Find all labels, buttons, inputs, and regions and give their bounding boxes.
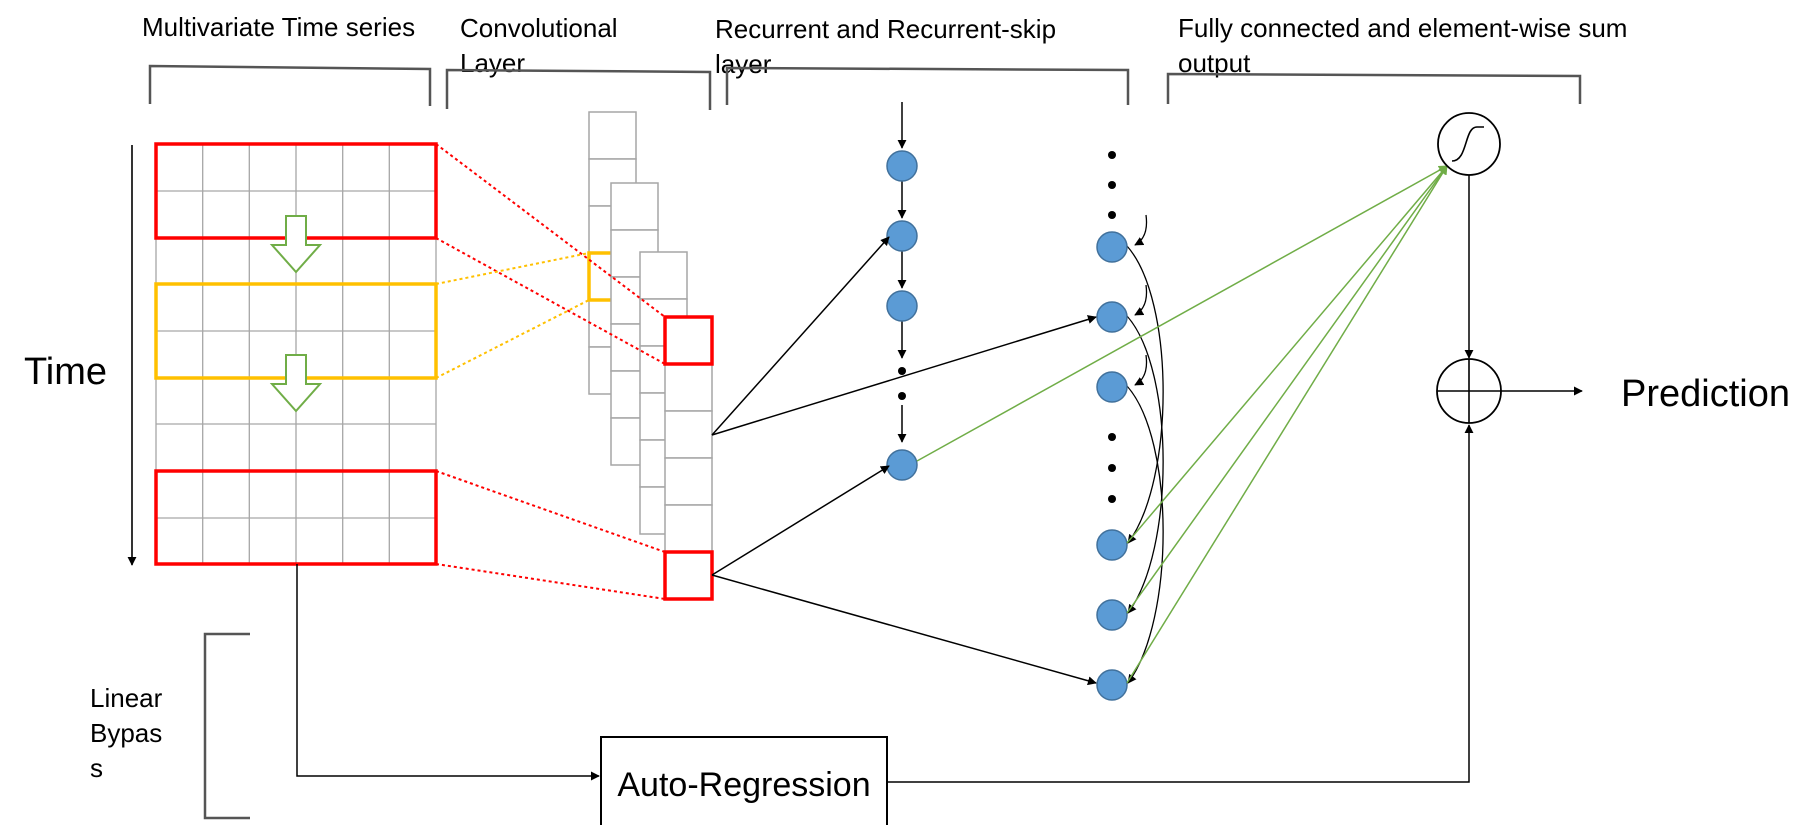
recurrent-dot <box>898 392 906 400</box>
bypass-input-arrow <box>296 564 600 781</box>
skip-node <box>1096 371 1128 403</box>
recurrent-nodes <box>886 150 918 481</box>
fully-connected-lines <box>916 165 1448 684</box>
skip-node <box>1096 529 1128 561</box>
conv-filter-stack-last <box>664 316 713 600</box>
conv-window-bottom <box>154 469 438 566</box>
section-title-output-line1: Fully connected and element-wise sum <box>1178 13 1627 43</box>
skip-links <box>1126 214 1164 684</box>
bracket-recurrent <box>725 66 1130 105</box>
section-title-input: Multivariate Time series <box>142 12 415 42</box>
skip-node <box>1096 301 1128 333</box>
recurrent-node <box>886 449 918 481</box>
skip-node <box>1096 599 1128 631</box>
skip-node <box>1096 669 1128 701</box>
section-title-conv-line1: Convolutional <box>460 13 618 43</box>
window-shift-arrow-1 <box>269 215 323 274</box>
recurrent-node <box>886 220 918 252</box>
recurrent-dot <box>898 367 906 375</box>
linear-bypass-label-line2: Bypas <box>90 718 162 748</box>
linear-bypass-label-line3: s <box>90 753 103 783</box>
bracket-input <box>148 64 432 106</box>
recurrent-node <box>886 150 918 182</box>
linear-bypass-label-line1: Linear <box>90 683 163 713</box>
auto-regression-box <box>600 736 888 825</box>
window-shift-arrow-2 <box>269 354 323 413</box>
skip-dots <box>1108 151 1116 503</box>
section-brackets <box>148 64 1582 820</box>
section-title-recurrent-line1: Recurrent and Recurrent-skip <box>715 14 1056 44</box>
ar-to-sum-arrow <box>887 424 1474 783</box>
sigmoid-curve-icon <box>1451 126 1484 162</box>
section-title-conv-line2: Layer <box>460 48 525 78</box>
skip-nodes <box>1096 231 1128 701</box>
conv-output-cell-top <box>663 315 714 366</box>
bracket-linear-bypass <box>203 632 250 820</box>
prediction-label: Prediction <box>1621 373 1790 415</box>
auto-regression-label: Auto-Regression <box>617 766 870 804</box>
bracket-output <box>1166 72 1582 104</box>
section-title-recurrent-line2: layer <box>715 49 772 79</box>
sigmoid-node <box>1437 112 1501 176</box>
conv-to-rnn-arrows <box>711 236 1097 686</box>
bracket-conv <box>445 68 712 110</box>
time-label: Time <box>24 351 107 393</box>
projection-lines <box>435 143 666 600</box>
skip-node <box>1096 231 1128 263</box>
recurrent-node <box>886 290 918 322</box>
